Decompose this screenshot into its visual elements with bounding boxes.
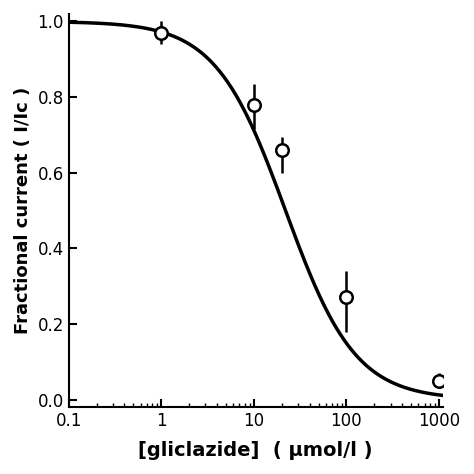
Y-axis label: Fractional current ( I/Iᴄ ): Fractional current ( I/Iᴄ ): [14, 87, 32, 334]
X-axis label: [gliclazide]  ( μmol/l ): [gliclazide] ( μmol/l ): [138, 441, 373, 460]
